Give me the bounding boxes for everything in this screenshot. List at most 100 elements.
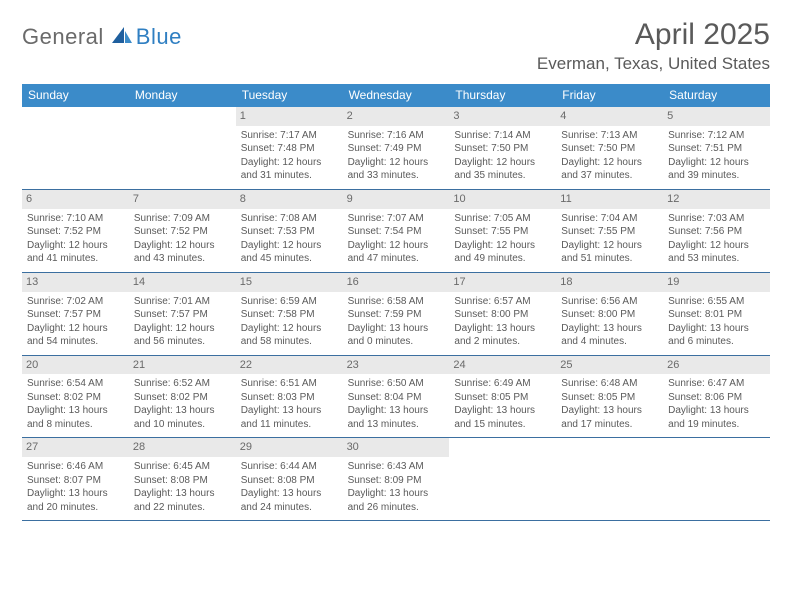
sunset-text: Sunset: 7:48 PM — [241, 142, 338, 156]
sunset-text: Sunset: 7:50 PM — [454, 142, 551, 156]
day-cell: 21Sunrise: 6:52 AMSunset: 8:02 PMDayligh… — [129, 356, 236, 438]
day-number: 15 — [236, 273, 343, 292]
d2-text: and 54 minutes. — [27, 335, 124, 349]
d1-text: Daylight: 12 hours — [241, 156, 338, 170]
sunrise-text: Sunrise: 6:50 AM — [348, 377, 445, 391]
day-cell: 12Sunrise: 7:03 AMSunset: 7:56 PMDayligh… — [663, 190, 770, 272]
week-row: 27Sunrise: 6:46 AMSunset: 8:07 PMDayligh… — [22, 438, 770, 521]
sunrise-text: Sunrise: 6:45 AM — [134, 460, 231, 474]
day-cell: 18Sunrise: 6:56 AMSunset: 8:00 PMDayligh… — [556, 273, 663, 355]
page-title: April 2025 — [537, 18, 770, 52]
location-label: Everman, Texas, United States — [537, 54, 770, 74]
day-number: 16 — [343, 273, 450, 292]
day-cell: 4Sunrise: 7:13 AMSunset: 7:50 PMDaylight… — [556, 107, 663, 189]
d2-text: and 49 minutes. — [454, 252, 551, 266]
d1-text: Daylight: 12 hours — [134, 239, 231, 253]
day-cell: 22Sunrise: 6:51 AMSunset: 8:03 PMDayligh… — [236, 356, 343, 438]
sunrise-text: Sunrise: 7:14 AM — [454, 129, 551, 143]
sunset-text: Sunset: 8:06 PM — [668, 391, 765, 405]
day-cell: 6Sunrise: 7:10 AMSunset: 7:52 PMDaylight… — [22, 190, 129, 272]
day-number: 28 — [129, 438, 236, 457]
d2-text: and 33 minutes. — [348, 169, 445, 183]
day-number: 7 — [129, 190, 236, 209]
sunrise-text: Sunrise: 7:10 AM — [27, 212, 124, 226]
d2-text: and 19 minutes. — [668, 418, 765, 432]
sail-icon — [110, 25, 134, 50]
sunrise-text: Sunrise: 7:03 AM — [668, 212, 765, 226]
logo-text-general: General — [22, 24, 104, 50]
day-number: 20 — [22, 356, 129, 375]
day-number: 14 — [129, 273, 236, 292]
sunset-text: Sunset: 8:00 PM — [561, 308, 658, 322]
week-row: 20Sunrise: 6:54 AMSunset: 8:02 PMDayligh… — [22, 356, 770, 439]
d2-text: and 2 minutes. — [454, 335, 551, 349]
day-cell: 15Sunrise: 6:59 AMSunset: 7:58 PMDayligh… — [236, 273, 343, 355]
d1-text: Daylight: 13 hours — [134, 487, 231, 501]
d1-text: Daylight: 13 hours — [561, 322, 658, 336]
day-cell: 10Sunrise: 7:05 AMSunset: 7:55 PMDayligh… — [449, 190, 556, 272]
calendar: SundayMondayTuesdayWednesdayThursdayFrid… — [22, 84, 770, 521]
day-number: 22 — [236, 356, 343, 375]
sunset-text: Sunset: 7:59 PM — [348, 308, 445, 322]
d1-text: Daylight: 13 hours — [27, 404, 124, 418]
day-cell: 13Sunrise: 7:02 AMSunset: 7:57 PMDayligh… — [22, 273, 129, 355]
day-cell: 8Sunrise: 7:08 AMSunset: 7:53 PMDaylight… — [236, 190, 343, 272]
sunset-text: Sunset: 8:05 PM — [561, 391, 658, 405]
d2-text: and 31 minutes. — [241, 169, 338, 183]
day-number: 8 — [236, 190, 343, 209]
sunset-text: Sunset: 7:55 PM — [561, 225, 658, 239]
day-number: 3 — [449, 107, 556, 126]
day-number: 19 — [663, 273, 770, 292]
sunset-text: Sunset: 7:57 PM — [27, 308, 124, 322]
day-number: 2 — [343, 107, 450, 126]
day-number: 18 — [556, 273, 663, 292]
sunrise-text: Sunrise: 6:57 AM — [454, 295, 551, 309]
sunset-text: Sunset: 8:08 PM — [241, 474, 338, 488]
sunset-text: Sunset: 8:01 PM — [668, 308, 765, 322]
d1-text: Daylight: 13 hours — [134, 404, 231, 418]
d1-text: Daylight: 12 hours — [454, 239, 551, 253]
d2-text: and 13 minutes. — [348, 418, 445, 432]
sunset-text: Sunset: 8:04 PM — [348, 391, 445, 405]
sunrise-text: Sunrise: 6:52 AM — [134, 377, 231, 391]
sunset-text: Sunset: 8:02 PM — [27, 391, 124, 405]
sunrise-text: Sunrise: 7:07 AM — [348, 212, 445, 226]
sunrise-text: Sunrise: 6:47 AM — [668, 377, 765, 391]
sunrise-text: Sunrise: 7:17 AM — [241, 129, 338, 143]
sunset-text: Sunset: 7:53 PM — [241, 225, 338, 239]
day-cell: 19Sunrise: 6:55 AMSunset: 8:01 PMDayligh… — [663, 273, 770, 355]
d2-text: and 22 minutes. — [134, 501, 231, 515]
d2-text: and 56 minutes. — [134, 335, 231, 349]
day-number: 29 — [236, 438, 343, 457]
d2-text: and 43 minutes. — [134, 252, 231, 266]
day-cell: 28 Sunrise: 6:45 AMSunset: 8:08 PMDayligh… — [129, 438, 236, 520]
d1-text: Daylight: 12 hours — [668, 239, 765, 253]
day-number: 1 — [236, 107, 343, 126]
sunset-text: Sunset: 7:57 PM — [134, 308, 231, 322]
d1-text: Daylight: 13 hours — [348, 404, 445, 418]
week-row: 13Sunrise: 7:02 AMSunset: 7:57 PMDayligh… — [22, 273, 770, 356]
day-number: 9 — [343, 190, 450, 209]
sunset-text: Sunset: 7:54 PM — [348, 225, 445, 239]
d1-text: Daylight: 12 hours — [348, 156, 445, 170]
d2-text: and 8 minutes. — [27, 418, 124, 432]
sunrise-text: Sunrise: 6:58 AM — [348, 295, 445, 309]
d1-text: Daylight: 13 hours — [454, 404, 551, 418]
d1-text: Daylight: 13 hours — [241, 487, 338, 501]
sunset-text: Sunset: 7:50 PM — [561, 142, 658, 156]
d1-text: Daylight: 12 hours — [241, 239, 338, 253]
sunrise-text: Sunrise: 6:59 AM — [241, 295, 338, 309]
day-cell: 17Sunrise: 6:57 AMSunset: 8:00 PMDayligh… — [449, 273, 556, 355]
d2-text: and 26 minutes. — [348, 501, 445, 515]
day-cell: . — [22, 107, 129, 189]
dow-cell: Wednesday — [343, 84, 450, 107]
d2-text: and 11 minutes. — [241, 418, 338, 432]
sunset-text: Sunset: 8:08 PM — [134, 474, 231, 488]
sunset-text: Sunset: 7:55 PM — [454, 225, 551, 239]
week-row: ..1Sunrise: 7:17 AMSunset: 7:48 PMDaylig… — [22, 107, 770, 190]
sunrise-text: Sunrise: 7:13 AM — [561, 129, 658, 143]
day-number: 25 — [556, 356, 663, 375]
days-of-week-row: SundayMondayTuesdayWednesdayThursdayFrid… — [22, 84, 770, 107]
d2-text: and 37 minutes. — [561, 169, 658, 183]
d2-text: and 58 minutes. — [241, 335, 338, 349]
